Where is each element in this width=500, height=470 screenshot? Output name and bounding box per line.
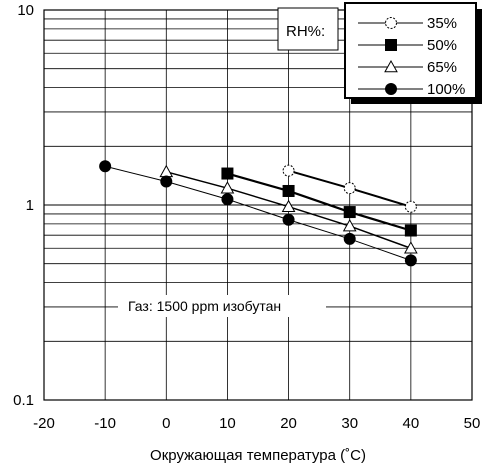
- data-point: [404, 224, 417, 237]
- annotation-text: Газ: 1500 ppm изобутан: [128, 298, 281, 314]
- legend-marker: [385, 17, 397, 29]
- legend-item: 65%: [358, 59, 457, 76]
- data-point: [282, 213, 295, 226]
- data-point: [159, 164, 174, 178]
- plot-frame: [43, 9, 473, 401]
- data-point: [342, 219, 357, 232]
- data-point: [343, 182, 356, 195]
- legend-label: 100%: [427, 81, 465, 98]
- x-tick-labels: -20 -10 0 10 20 30 40 50: [33, 415, 480, 432]
- y-tick-labels: 10 1 0.1: [13, 2, 34, 409]
- x-tick-label: 10: [219, 415, 236, 432]
- legend-marker: [384, 59, 398, 73]
- legend-title: RH%:: [286, 23, 325, 40]
- series-layer: [99, 160, 418, 267]
- series-line: [227, 172, 412, 232]
- data-point: [281, 199, 296, 213]
- data-point: [343, 232, 356, 245]
- x-tick-label: 30: [341, 415, 358, 432]
- legend-item: 100%: [358, 81, 465, 98]
- legend-box: [344, 2, 477, 99]
- legend-label: 65%: [427, 59, 457, 76]
- data-point: [404, 241, 418, 254]
- series-50-pct: [221, 167, 417, 237]
- legend-items: 35% 50% 65% 100%: [358, 15, 465, 98]
- data-point: [221, 193, 234, 206]
- annotation-background: [118, 295, 326, 317]
- annotation: Газ: 1500 ppm изобутан: [118, 295, 326, 317]
- data-point: [99, 160, 112, 173]
- legend-marker: [385, 83, 397, 95]
- data-point: [282, 184, 295, 197]
- data-point: [404, 200, 417, 213]
- data-point: [220, 181, 235, 194]
- data-point: [343, 206, 356, 219]
- series-100-pct: [99, 160, 417, 267]
- legend-label: 35%: [427, 15, 457, 32]
- data-point: [404, 254, 417, 267]
- series-65-pct: [159, 164, 418, 254]
- legend-item: 35%: [358, 15, 457, 32]
- data-point: [282, 164, 295, 177]
- legend-title-box: [277, 7, 339, 51]
- legend-item: 50%: [358, 37, 457, 54]
- data-point: [221, 167, 234, 180]
- x-tick-label: -10: [94, 415, 116, 432]
- x-tick-label: 50: [464, 415, 481, 432]
- series-line: [105, 165, 412, 261]
- x-axis-title: Окружающая температура (˚C): [150, 447, 366, 464]
- y-tick-label: 10: [17, 2, 34, 19]
- x-tick-label: -20: [33, 415, 55, 432]
- x-tick-label: 40: [403, 415, 420, 432]
- legend-label: 50%: [427, 37, 457, 54]
- y-tick-label: 1: [26, 197, 34, 214]
- x-tick-label: 0: [162, 415, 170, 432]
- legend-marker: [385, 39, 397, 51]
- data-point: [160, 175, 173, 188]
- legend: RH%: 35% 50% 65% 100%: [277, 2, 482, 104]
- series-35-pct: [282, 164, 417, 213]
- y-tick-label: 0.1: [13, 392, 34, 409]
- x-tick-label: 20: [280, 415, 297, 432]
